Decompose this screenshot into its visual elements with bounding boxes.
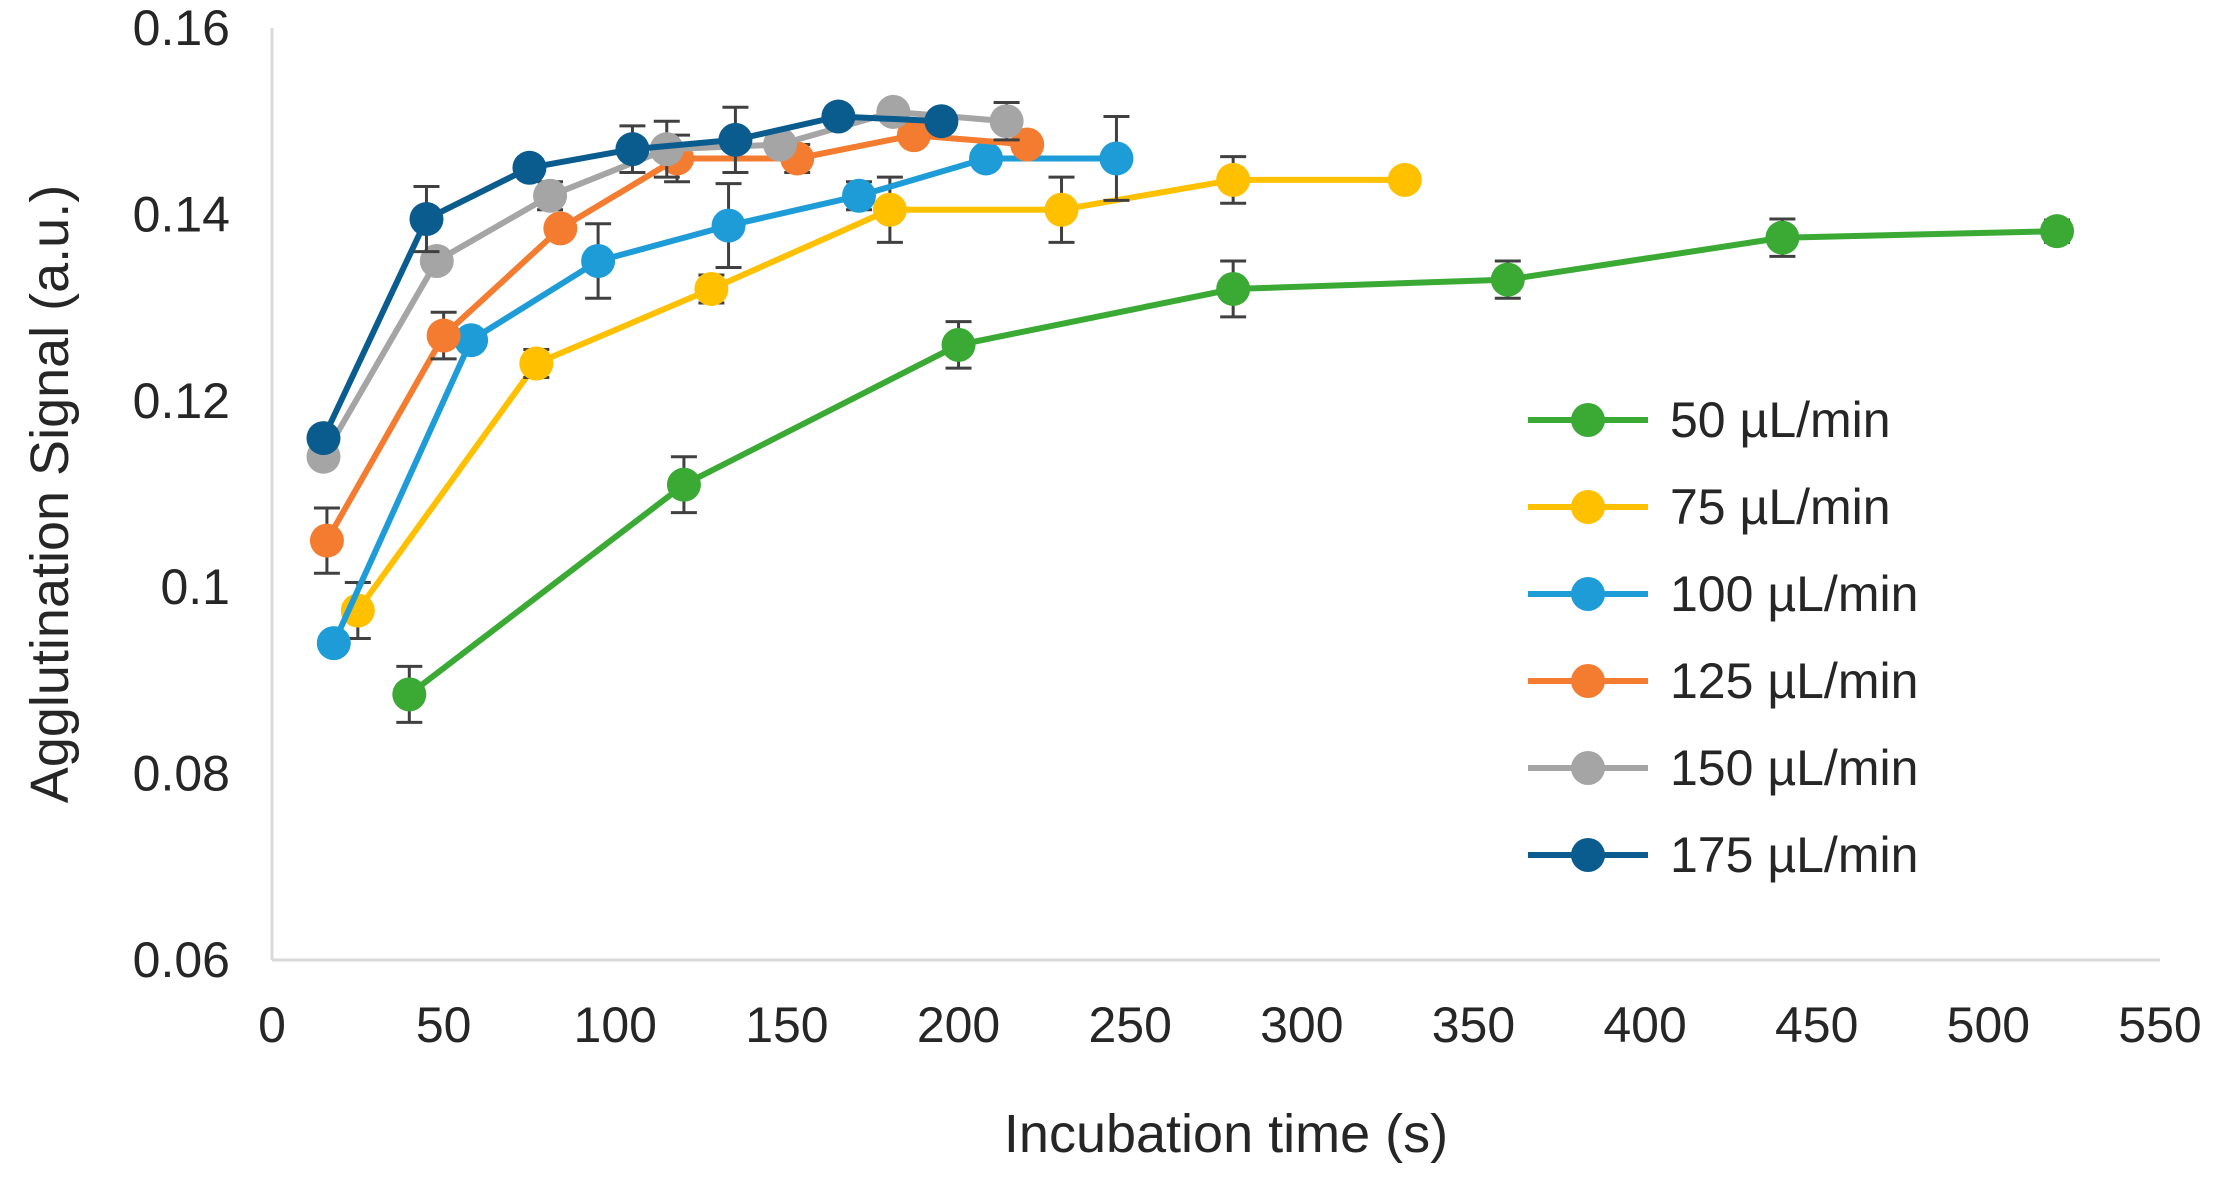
data-point xyxy=(533,178,568,213)
x-tick-labels: 0 50 100 150 200 250 300 350 400 450 500 550 xyxy=(258,997,2202,1053)
x-tick-label: 200 xyxy=(917,997,1000,1053)
y-tick-label: 0.12 xyxy=(133,373,230,429)
legend-item: 50 µL/min xyxy=(1528,392,1891,448)
data-point xyxy=(821,99,856,134)
data-point xyxy=(841,178,876,213)
legend-item: 75 µL/min xyxy=(1528,479,1891,535)
series-layer xyxy=(306,94,2075,724)
legend-label: 175 µL/min xyxy=(1670,827,1918,883)
legend-label: 150 µL/min xyxy=(1670,740,1918,796)
y-tick-label: 0.06 xyxy=(133,932,230,988)
axes xyxy=(270,28,2160,962)
x-axis-title: Incubation time (s) xyxy=(1004,1104,1448,1164)
x-tick-label: 250 xyxy=(1088,997,1171,1053)
x-tick-label: 100 xyxy=(574,997,657,1053)
legend-label: 100 µL/min xyxy=(1670,566,1918,622)
legend-marker xyxy=(1571,490,1605,524)
data-point xyxy=(876,94,911,129)
y-tick-label: 0.1 xyxy=(160,559,230,615)
legend-label: 50 µL/min xyxy=(1670,392,1891,448)
legend-marker xyxy=(1571,403,1605,437)
x-tick-label: 500 xyxy=(1947,997,2030,1053)
data-point xyxy=(1099,141,1134,176)
data-point xyxy=(519,346,554,381)
legend-item: 175 µL/min xyxy=(1528,827,1918,883)
data-point xyxy=(1216,271,1251,306)
data-point xyxy=(392,677,427,712)
y-tick-label: 0.08 xyxy=(133,746,230,802)
x-tick-label: 50 xyxy=(416,997,472,1053)
y-axis-title: Agglutination Signal (a.u.) xyxy=(20,185,80,803)
data-point xyxy=(309,523,344,558)
legend-marker xyxy=(1571,751,1605,785)
data-point xyxy=(1490,262,1525,297)
data-point xyxy=(666,467,701,502)
series-1 xyxy=(340,155,1422,640)
data-point xyxy=(1765,220,1800,255)
series-2 xyxy=(316,115,1134,661)
data-point xyxy=(2040,214,2075,249)
series-0 xyxy=(392,214,2075,724)
y-tick-label: 0.14 xyxy=(133,186,230,242)
x-tick-label: 550 xyxy=(2118,997,2201,1053)
data-point xyxy=(1010,127,1045,162)
y-tick-label: 0.16 xyxy=(133,0,230,56)
legend-marker xyxy=(1571,577,1605,611)
data-point xyxy=(649,132,684,167)
data-point xyxy=(512,150,547,185)
series-line xyxy=(355,176,1405,613)
legend-label: 75 µL/min xyxy=(1670,479,1891,535)
legend-item: 100 µL/min xyxy=(1528,566,1918,622)
data-point xyxy=(419,244,454,278)
legend: 50 µL/min 75 µL/min 100 µL/min 125 µL/min 15… xyxy=(1528,392,1918,883)
data-point xyxy=(615,132,650,167)
data-point xyxy=(711,208,746,243)
data-point xyxy=(454,323,489,358)
x-tick-label: 300 xyxy=(1260,997,1343,1053)
legend-label: 125 µL/min xyxy=(1670,653,1918,709)
data-point xyxy=(969,141,1004,176)
data-point xyxy=(543,211,578,246)
data-point xyxy=(1044,192,1079,227)
x-tick-label: 350 xyxy=(1432,997,1515,1053)
legend-marker xyxy=(1571,664,1605,698)
data-point xyxy=(896,118,931,153)
series-5 xyxy=(306,99,959,456)
data-point xyxy=(924,104,959,139)
data-point xyxy=(694,271,729,306)
data-point xyxy=(941,327,976,362)
data-point xyxy=(426,318,461,353)
data-point xyxy=(316,626,351,661)
data-point xyxy=(872,192,907,227)
data-point xyxy=(763,127,798,162)
x-tick-label: 0 xyxy=(258,997,286,1053)
legend-marker xyxy=(1571,838,1605,872)
x-tick-label: 450 xyxy=(1775,997,1858,1053)
data-point xyxy=(1216,162,1251,197)
legend-item: 125 µL/min xyxy=(1528,653,1918,709)
x-tick-label: 400 xyxy=(1603,997,1686,1053)
data-point xyxy=(306,421,341,456)
data-point xyxy=(409,202,444,237)
y-tick-labels: 0.06 0.08 0.1 0.12 0.14 0.16 xyxy=(133,0,230,988)
legend-item: 150 µL/min xyxy=(1528,740,1918,796)
data-point xyxy=(989,104,1024,139)
data-point xyxy=(1387,162,1422,197)
data-point xyxy=(718,122,753,157)
x-tick-label: 150 xyxy=(745,997,828,1053)
data-point xyxy=(581,244,616,278)
